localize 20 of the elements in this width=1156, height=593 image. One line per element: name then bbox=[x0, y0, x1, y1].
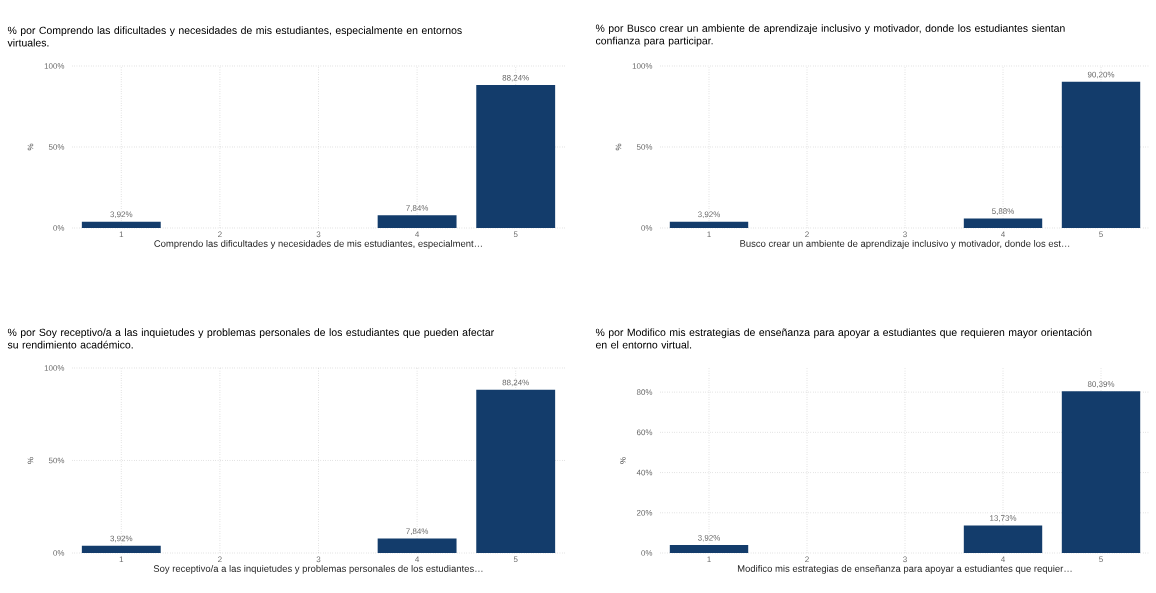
bar bbox=[963, 218, 1043, 228]
bar bbox=[81, 221, 161, 228]
chart-title: % por Busco crear un ambiente de aprendizaje inclusivo y motivador, donde los estudiantes sientan confianza para participar. bbox=[595, 24, 1065, 47]
x-axis-title: Comprendo las dificultades y necesidades de mis estudiantes, especialment… bbox=[154, 240, 482, 249]
bar bbox=[669, 545, 749, 553]
x-axis-title: Modifico mis estrategias de enseñanza para apoyar a estudiantes que requier… bbox=[737, 565, 1072, 574]
bar bbox=[476, 389, 556, 553]
chart-title: % por Comprendo las dificultades y necesidades de mis estudiantes, especialmente en entornos virtuales. bbox=[7, 26, 462, 47]
bar bbox=[1061, 391, 1141, 553]
bar bbox=[377, 538, 457, 553]
chart-title: % por Modifico mis estrategias de enseñanza para apoyar a estudiantes que requieren mayor orientación en el entorno virtual. bbox=[595, 328, 1092, 349]
x-axis-title: Busco crear un ambiente de aprendizaje inclusivo y motivador, donde los est… bbox=[740, 240, 1070, 249]
bar bbox=[476, 85, 556, 228]
bar bbox=[669, 221, 749, 228]
bar bbox=[377, 215, 457, 228]
x-axis-title: Soy receptivo/a a las inquietudes y problemas personales de los estudiantes… bbox=[153, 565, 483, 574]
chart-title: % por Soy receptivo/a a las inquietudes y problemas personales de los estudiantes que pueden afectar su rendimiento académico. bbox=[7, 328, 494, 349]
bar bbox=[81, 545, 161, 553]
bar bbox=[1061, 81, 1141, 228]
bar bbox=[963, 525, 1043, 553]
